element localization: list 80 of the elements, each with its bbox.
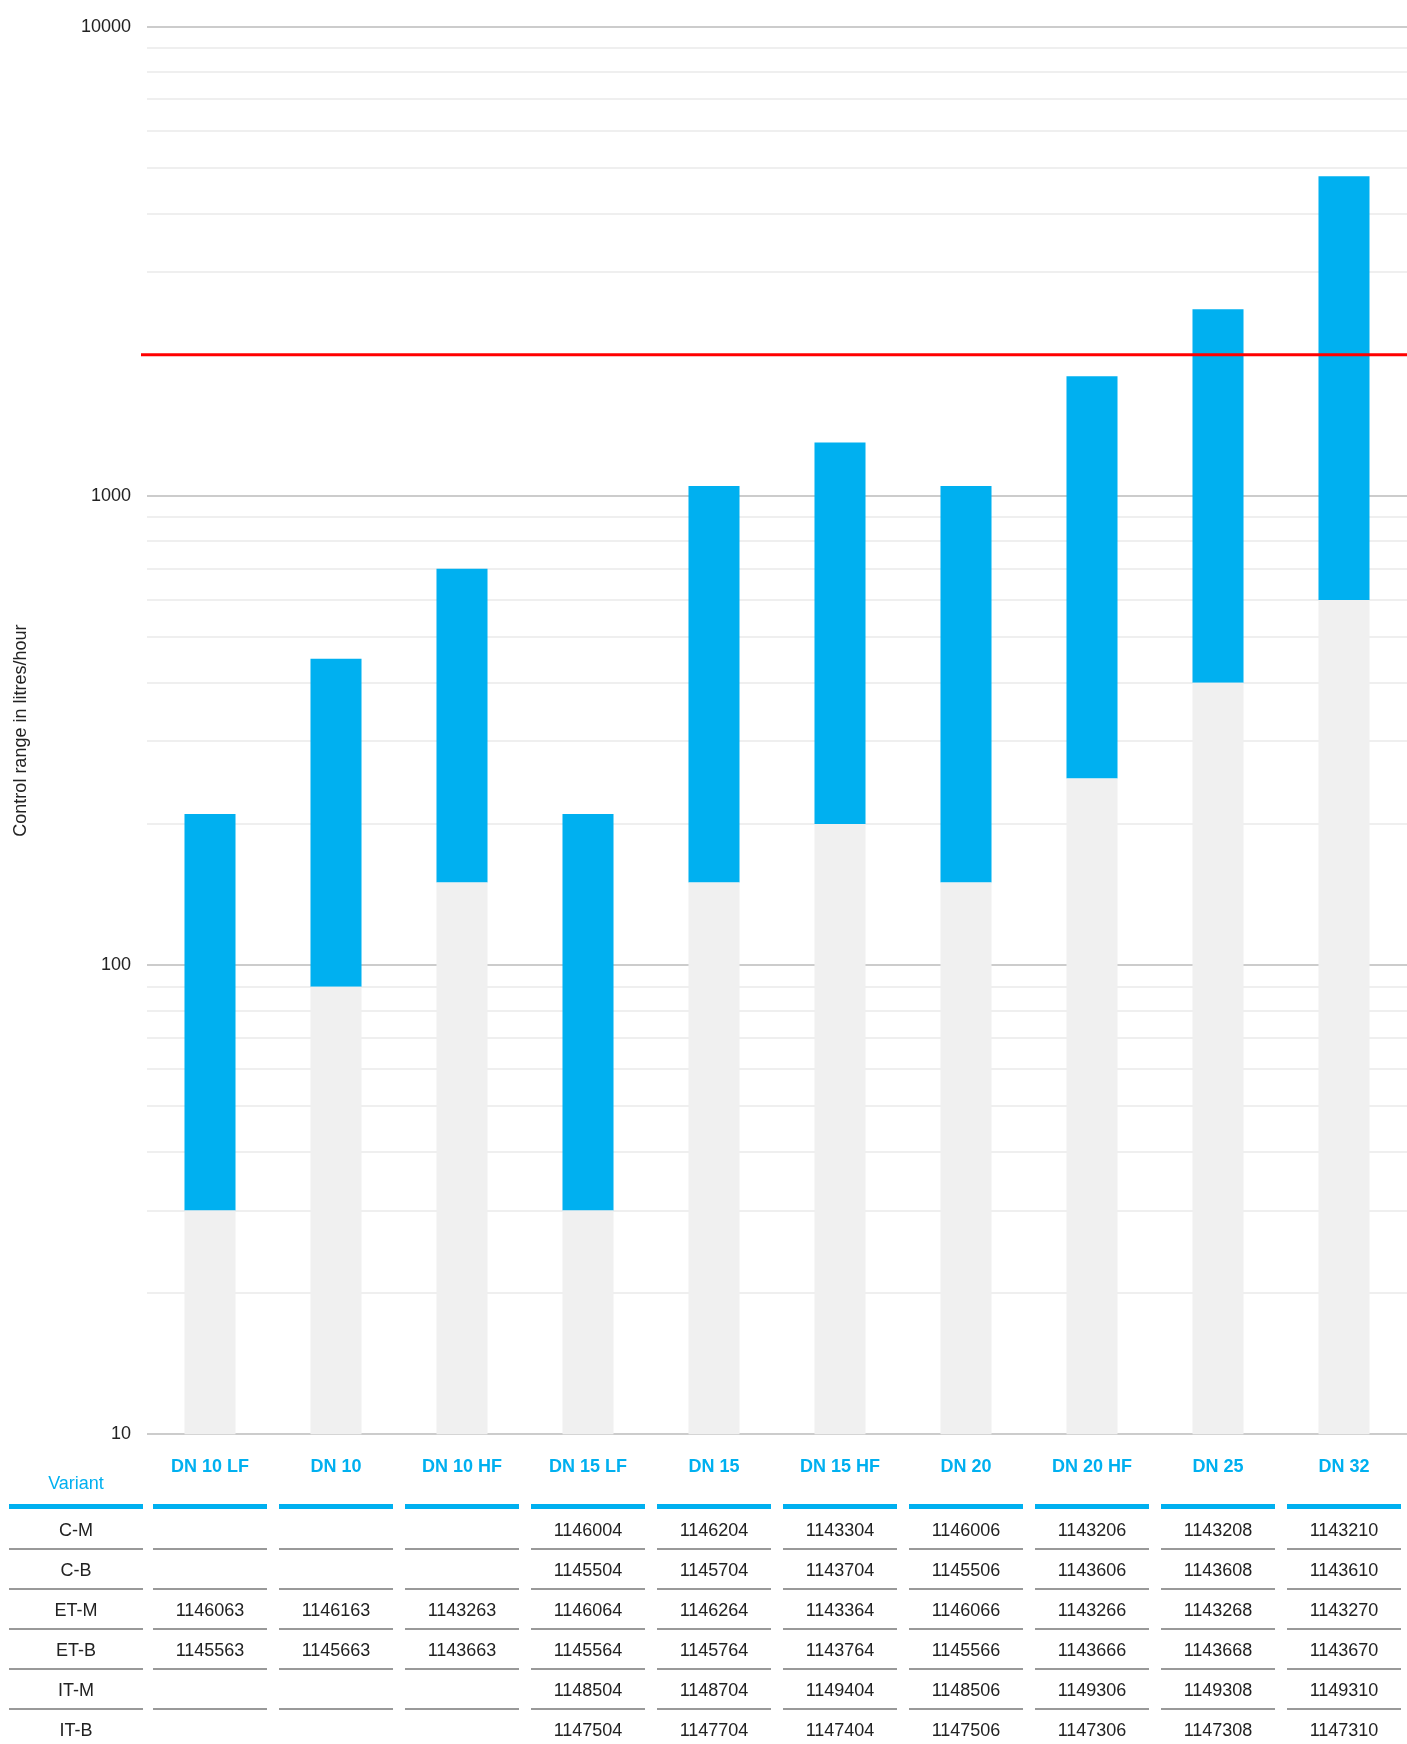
text: 1143670 — [1287, 1630, 1401, 1670]
text: 1145563 — [153, 1630, 267, 1670]
text: 1149308 — [1161, 1670, 1275, 1710]
bar — [310, 658, 362, 987]
bar — [814, 442, 866, 824]
text: IT-M — [9, 1670, 143, 1710]
text: 1147504 — [552, 1719, 624, 1742]
x-tick-label: DN 20 — [940, 1456, 992, 1477]
text: 1146004 — [531, 1510, 645, 1550]
x-tick-label: DN 15 — [688, 1456, 740, 1477]
x-tick-label: DN 10 HF — [421, 1456, 503, 1477]
text: 1146204 — [657, 1510, 771, 1550]
text: 1147308 — [1182, 1719, 1254, 1742]
text: 1145564 — [531, 1630, 645, 1670]
text: 1146064 — [531, 1590, 645, 1630]
bar — [940, 486, 992, 883]
text: 1146006 — [909, 1510, 1023, 1550]
y-tick-label: 1000 — [90, 484, 131, 505]
text: 1143268 — [1161, 1590, 1275, 1630]
text: 1143764 — [783, 1630, 897, 1670]
text: 1147704 — [678, 1719, 750, 1742]
text: ET-M — [9, 1590, 143, 1630]
bar — [1066, 376, 1118, 779]
text: 1149404 — [783, 1670, 897, 1710]
text: 1143610 — [1287, 1550, 1401, 1590]
text: 1147306 — [1056, 1719, 1128, 1742]
text: 1145704 — [657, 1550, 771, 1590]
y-tick-label: 100 — [100, 954, 131, 975]
text: 1148504 — [531, 1670, 645, 1710]
bar — [688, 486, 740, 883]
text: 1146264 — [657, 1590, 771, 1630]
y-axis-title: Control range in litres/hour — [9, 624, 30, 837]
bar — [1318, 176, 1370, 601]
y-tick-label: 10 — [110, 1423, 131, 1444]
text: 1143606 — [1035, 1550, 1149, 1590]
x-tick-label: DN 32 — [1318, 1456, 1370, 1477]
text: 1147310 — [1308, 1719, 1380, 1742]
bar — [1192, 309, 1244, 683]
bar — [184, 814, 236, 1211]
x-tick-label: DN 20 HF — [1051, 1456, 1133, 1477]
text: 1145663 — [279, 1630, 393, 1670]
text: 1148506 — [909, 1670, 1023, 1710]
text: 1143663 — [405, 1630, 519, 1670]
text: 1143263 — [405, 1590, 519, 1630]
bar — [436, 568, 488, 883]
text: 1143704 — [783, 1550, 897, 1590]
text: Variant — [47, 1472, 105, 1495]
text: 1143210 — [1287, 1510, 1401, 1550]
text: 1148704 — [657, 1670, 771, 1710]
text: 1145566 — [909, 1630, 1023, 1670]
y-tick-label: 10000 — [80, 15, 131, 36]
bar — [562, 814, 614, 1211]
text: ET-B — [9, 1630, 143, 1670]
text: 1143270 — [1287, 1590, 1401, 1630]
text: 1143208 — [1161, 1510, 1275, 1550]
text: 1147506 — [930, 1719, 1002, 1742]
text: 1143666 — [1035, 1630, 1149, 1670]
x-tick-label: DN 25 — [1192, 1456, 1244, 1477]
text: IT-B — [58, 1719, 94, 1742]
text: 1146066 — [909, 1590, 1023, 1630]
x-tick-label: DN 10 LF — [170, 1456, 250, 1477]
text: 1143206 — [1035, 1510, 1149, 1550]
text: 1143668 — [1161, 1630, 1275, 1670]
text: 1149306 — [1035, 1670, 1149, 1710]
text: C-B — [9, 1550, 143, 1590]
text: 1149310 — [1287, 1670, 1401, 1710]
text: 1147404 — [804, 1719, 876, 1742]
text: 1145504 — [531, 1550, 645, 1590]
text: 1146163 — [279, 1590, 393, 1630]
text: 1143364 — [783, 1590, 897, 1630]
text: 1145764 — [657, 1630, 771, 1670]
x-tick-label: DN 10 — [310, 1456, 362, 1477]
text: C-M — [9, 1510, 143, 1550]
x-tick-label: DN 15 LF — [548, 1456, 628, 1477]
x-tick-label: DN 15 HF — [799, 1456, 881, 1477]
text: 1146063 — [153, 1590, 267, 1630]
text: 1145506 — [909, 1550, 1023, 1590]
text: 1143266 — [1035, 1590, 1149, 1630]
text: 1143304 — [783, 1510, 897, 1550]
text: 1143608 — [1161, 1550, 1275, 1590]
